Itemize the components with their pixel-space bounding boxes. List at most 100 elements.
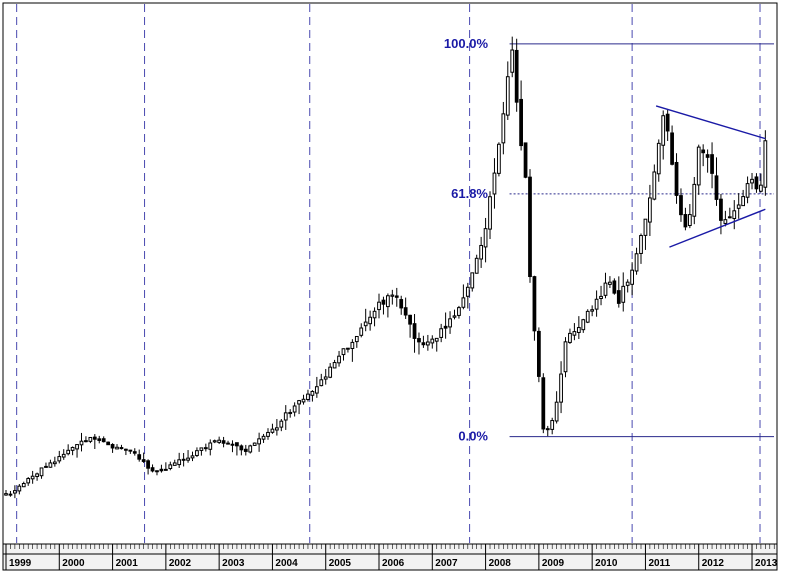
candle-down [670,132,674,165]
x-axis-year-label: 2003 [222,558,245,569]
candle-up [44,465,48,468]
candle-up [372,310,377,319]
candle-up [434,337,439,342]
candle-up [21,483,26,488]
plot-frame [2,2,778,545]
candle-up [337,355,341,364]
candle-up [328,366,333,378]
candle-up [687,214,692,226]
vertical-marker-lines [16,4,761,543]
candle-up [48,462,53,468]
candle-up [736,204,741,209]
candle-up [199,447,204,451]
candle-up [745,183,750,198]
candle-down [137,454,142,460]
x-axis-year-label: 2004 [275,558,298,569]
candle-up [368,316,373,325]
candle-up [30,475,35,480]
candle-up [292,405,297,413]
candle-down [616,290,621,304]
candle-down [679,195,683,216]
candle-up [319,379,324,387]
candle-down [754,176,759,190]
candle-up [643,218,648,236]
x-axis-year-label: 2012 [702,558,725,569]
candle-down [714,175,719,200]
candle-up [585,310,590,323]
candle-up [261,435,266,440]
candle-up [501,113,506,144]
candle-up [563,341,568,373]
candlesticks [4,36,768,499]
candle-up [465,286,470,297]
candle-up [732,210,737,220]
x-axis-year-label: 2001 [116,558,139,569]
candle-up [35,473,39,477]
candle-down [92,436,97,440]
lower-trendline [669,208,766,248]
candle-up [341,348,346,356]
candle-down [159,468,164,472]
candle-up [545,428,550,431]
candle-up [599,295,603,299]
candle-up [692,183,697,217]
candle-up [568,332,572,343]
candle-down [519,98,523,147]
fib-level-label: 0.0% [458,429,488,444]
candle-up [17,485,22,492]
candle-up [270,428,275,433]
candle-down [235,442,239,447]
candle-up [386,295,390,308]
x-axis: 1999 2000 2001 2002 2003 2004 2005 2006 2007 2008… [2,543,778,571]
candle-up [115,446,119,450]
candle-up [186,457,190,461]
candle-down [719,198,723,221]
fib-level-label: 100.0% [444,36,489,51]
x-axis-year-label: 2011 [648,558,670,569]
candle-down [221,440,226,444]
candle-up [572,331,577,336]
candle-down [443,325,448,329]
candle-down [243,448,248,452]
candle-up [26,478,31,484]
candle-up [457,307,461,316]
candle-up [488,196,492,230]
candle-down [239,445,244,451]
candle-up [88,436,93,442]
candle-up [594,298,599,310]
candle-up [661,115,666,146]
candle-down [150,467,155,472]
candle-up [266,431,270,437]
candle-up [61,453,66,458]
candle-up [13,490,17,494]
candle-down [701,149,706,154]
candle-up [550,420,555,430]
candle-up [750,178,754,184]
candle-up [323,376,328,380]
candle-down [106,441,111,446]
candle-down [541,377,546,430]
candle-down [674,161,679,196]
candle-up [297,400,301,405]
candle-up [430,338,435,344]
candle-up [230,443,235,446]
candle-down [155,470,159,473]
candle-down [394,295,399,298]
candle-up [217,439,222,443]
candle-down [421,342,426,346]
candle-up [252,442,257,446]
candle-up [634,253,639,272]
candle-up [172,462,177,466]
candle-up [363,321,368,327]
candle-up [452,315,457,318]
candle-down [665,113,670,132]
candle-down [612,280,617,294]
candle-up [190,455,195,459]
candle-down [514,49,519,103]
candle-down [141,459,146,462]
candle-up [314,386,319,394]
candle-down [408,314,412,325]
x-axis-year-label: 2007 [435,558,458,569]
candle-up [168,464,173,470]
